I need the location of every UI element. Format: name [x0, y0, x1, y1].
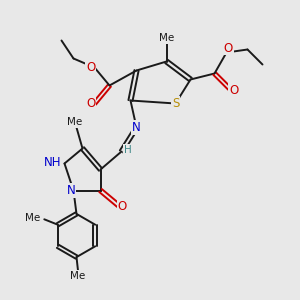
Text: O: O [86, 61, 95, 74]
Text: NH: NH [44, 155, 61, 169]
Text: N: N [67, 184, 76, 197]
Text: N: N [132, 121, 141, 134]
Text: O: O [230, 84, 238, 98]
Text: O: O [86, 97, 95, 110]
Text: S: S [172, 97, 179, 110]
Text: Me: Me [25, 213, 40, 223]
Text: O: O [224, 41, 232, 55]
Text: H: H [124, 145, 132, 155]
Text: Me: Me [70, 271, 86, 281]
Text: Me: Me [159, 33, 174, 43]
Text: Me: Me [68, 117, 82, 127]
Text: O: O [118, 200, 127, 214]
